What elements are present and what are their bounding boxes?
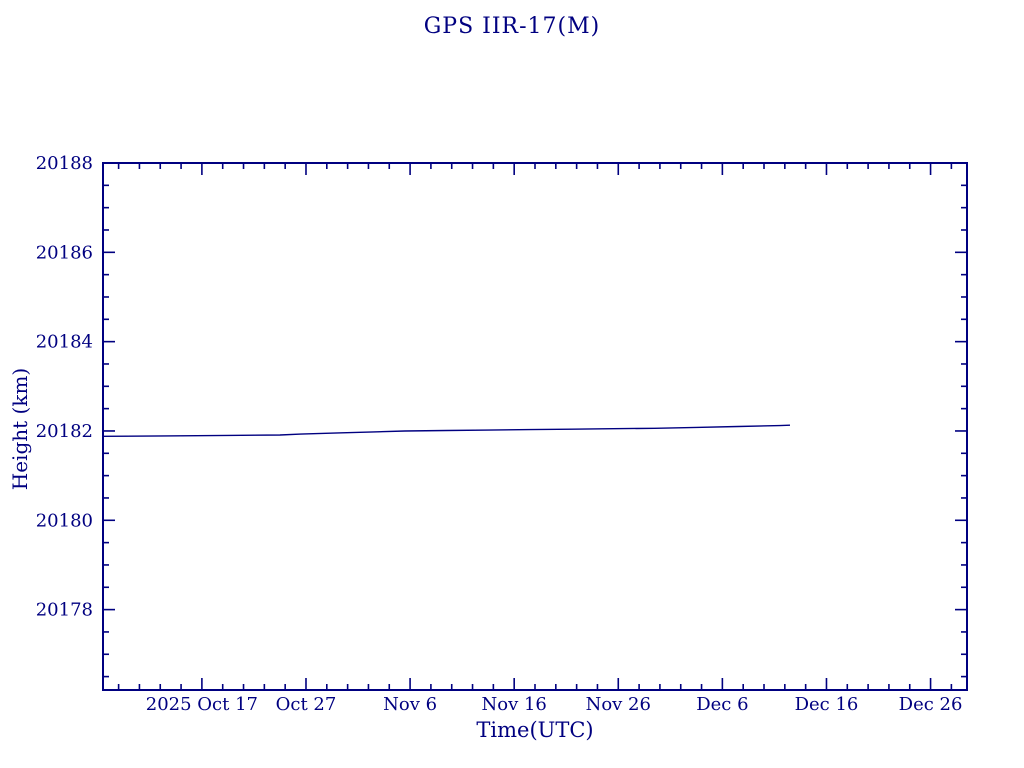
x-tick-label: 2025 Oct 17 (146, 694, 258, 715)
data-line (102, 424, 791, 437)
x-tick-label: Oct 27 (276, 694, 337, 715)
y-tick-label: 20188 (36, 153, 93, 174)
x-tick-label: Dec 16 (795, 694, 859, 715)
x-tick-label: Dec 6 (696, 694, 748, 715)
x-tick-label: Dec 26 (899, 694, 963, 715)
x-tick-label: Nov 6 (383, 694, 437, 715)
y-axis-label: Height (km) (8, 367, 32, 491)
y-tick-label: 20178 (36, 600, 93, 621)
y-tick-label: 20182 (36, 421, 93, 442)
chart-title: GPS IIR-17(M) (423, 14, 601, 39)
y-tick-label: 20186 (36, 242, 93, 263)
y-tick-label: 20184 (36, 332, 93, 353)
x-axis-label: Time(UTC) (476, 718, 594, 742)
x-tick-label: Nov 16 (481, 694, 546, 715)
y-tick-label: 20180 (36, 510, 93, 531)
x-tick-label: Nov 26 (586, 694, 651, 715)
plot-frame (102, 162, 968, 691)
